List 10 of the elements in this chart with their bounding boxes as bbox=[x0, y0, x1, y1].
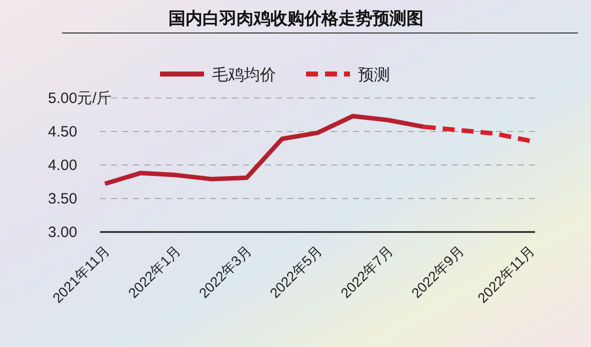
y-tick-label: 4.00 bbox=[48, 156, 78, 174]
line-series bbox=[422, 124, 532, 144]
chart-title: 国内白羽肉鸡收购价格走势预测图 bbox=[168, 9, 424, 29]
legend-label: 预测 bbox=[358, 65, 390, 84]
text: 3.00 bbox=[48, 224, 78, 241]
y-tick-label: 5.00元/斤 bbox=[48, 90, 112, 107]
line-series bbox=[102, 114, 426, 186]
legend-label: 毛鸡均价 bbox=[212, 65, 276, 84]
y-tick-label: 3.50 bbox=[48, 190, 78, 208]
y-tick-label: 4.50 bbox=[48, 123, 78, 140]
